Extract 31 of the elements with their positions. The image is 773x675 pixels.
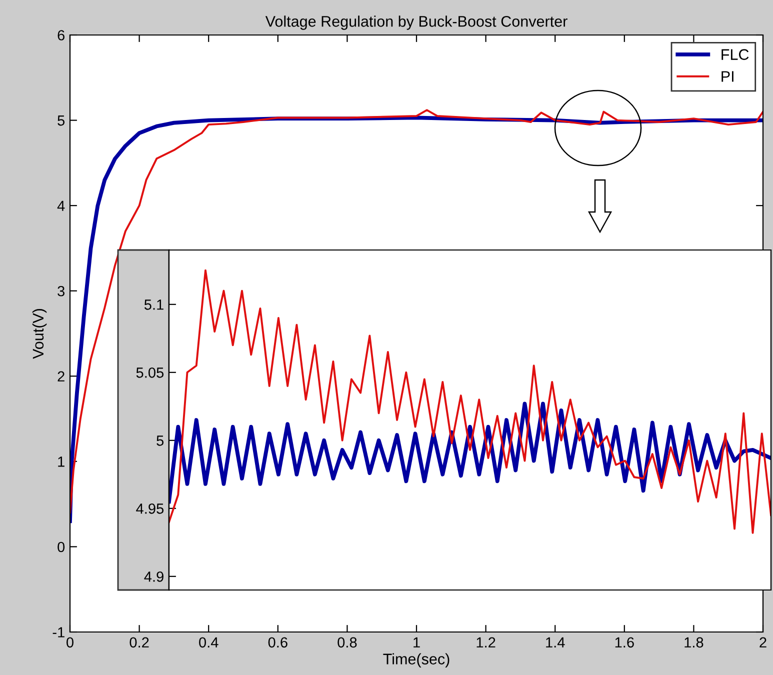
y-tick-label: 5 [156, 436, 164, 446]
x-axis-title: Time(sec) [383, 653, 450, 668]
chart-title: Voltage Regulation by Buck-Boost Converter [265, 16, 568, 30]
x-tick-label: 0.2 [130, 637, 149, 648]
x-tick-label: 0.6 [268, 637, 288, 648]
legend-label: FLC [722, 49, 749, 60]
line-series [169, 402, 771, 504]
y-tick-label: 6 [58, 30, 64, 40]
x-tick-label: 1.2 [476, 637, 496, 648]
x-tick-label: 0 [66, 637, 74, 648]
y-tick-label: 4.95 [136, 504, 164, 514]
x-tick-label: 1.6 [615, 637, 634, 648]
y-tick-label: 5 [58, 116, 65, 126]
y-axis-title: Vout(V) [32, 308, 47, 359]
y-tick-label: 1 [58, 456, 64, 467]
y-tick-label: 5.05 [136, 368, 164, 378]
x-tick-label: 1.8 [684, 637, 704, 648]
y-tick-label: 0 [58, 542, 65, 552]
x-tick-label: 1 [414, 637, 420, 648]
y-tick-label: 2 [58, 371, 64, 382]
y-tick-label: 4.9 [144, 572, 164, 582]
x-tick-label: 0.4 [199, 637, 218, 648]
y-tick-label: 5.1 [144, 300, 164, 310]
x-tick-label: 2 [760, 637, 766, 648]
y-tick-label: 3 [58, 286, 64, 296]
y-tick-label: 4 [57, 200, 65, 211]
line-series [169, 269, 771, 534]
x-tick-label: 0.8 [338, 637, 357, 648]
legend-label: PI [722, 71, 734, 82]
y-tick-label: -1 [52, 627, 64, 638]
x-tick-label: 1.4 [546, 637, 565, 648]
